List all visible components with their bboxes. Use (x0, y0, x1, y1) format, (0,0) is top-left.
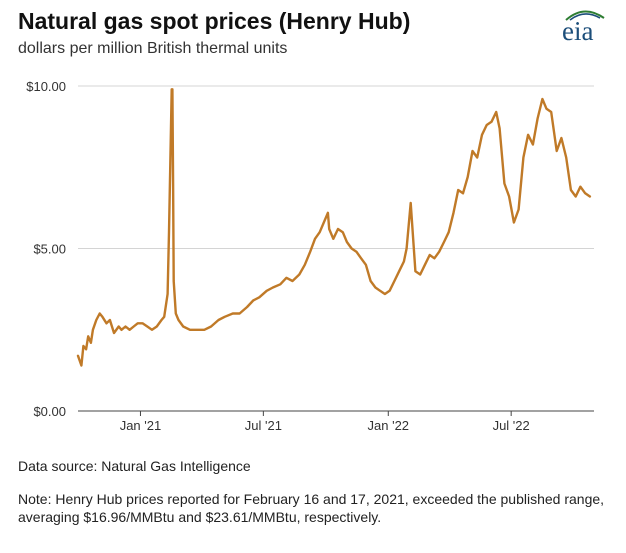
chart-subtitle: dollars per million British thermal unit… (18, 40, 288, 57)
eia-logo-arc-icon (565, 10, 605, 21)
x-tick-label: Jul '22 (493, 418, 530, 433)
chart-title: Natural gas spot prices (Henry Hub) (18, 8, 411, 34)
y-tick-label: $0.00 (33, 404, 66, 419)
logo-text: eia (562, 16, 594, 46)
chart-note: Note: Henry Hub prices reported for Febr… (18, 491, 605, 525)
y-tick-label: $10.00 (26, 79, 66, 94)
series-line (76, 88, 592, 367)
x-tick-label: Jan '21 (120, 418, 162, 433)
x-tick-label: Jul '21 (245, 418, 282, 433)
data-source: Data source: Natural Gas Intelligence (18, 458, 251, 474)
eia-logo: eia (558, 6, 610, 46)
x-tick-label: Jan '22 (368, 418, 410, 433)
y-tick-label: $5.00 (33, 242, 66, 257)
